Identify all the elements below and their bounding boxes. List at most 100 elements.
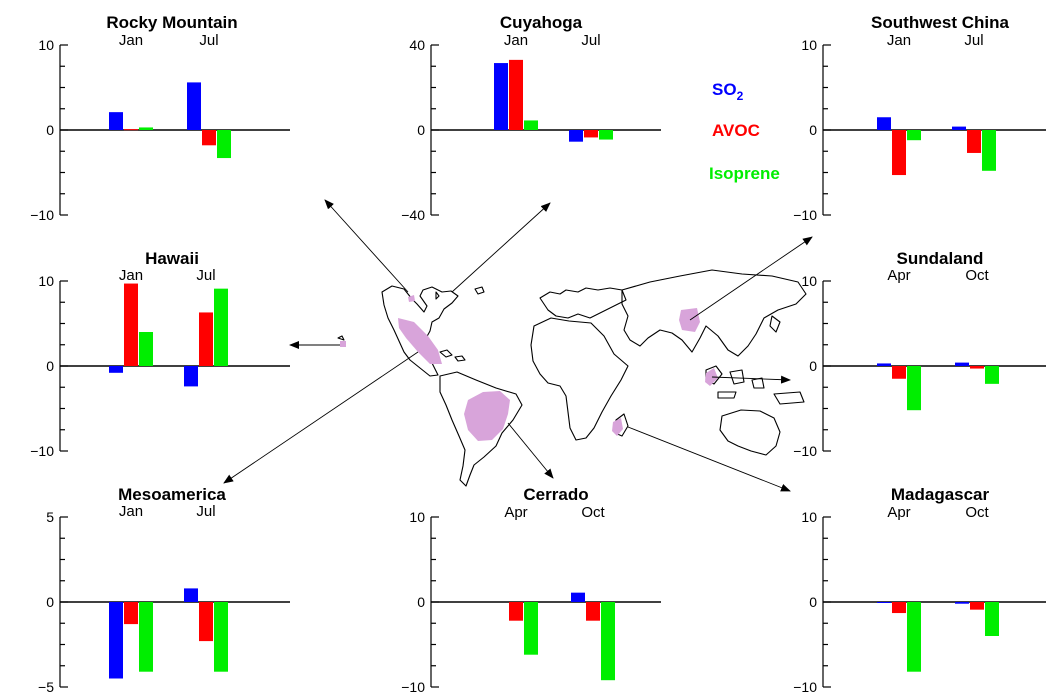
tick-label: 10 [38,273,54,289]
category-label: Apr [504,504,527,521]
bar-avoc-apr [509,602,523,621]
bar-avoc-jan [124,283,138,366]
panel-cuyahoga: Cuyahoga −40 0 40 Jan Jul [401,13,661,223]
hawaii-region [340,341,346,347]
bar-so2-oct [955,602,969,604]
bar-so2-apr [877,602,891,603]
tick-label: 0 [417,122,425,138]
legend-so2-label: SO [712,80,737,99]
category-label: Oct [965,504,989,521]
category-label: Jan [119,267,143,284]
bar-isoprene-jan [139,332,153,366]
panel-title: Madagascar [891,485,990,504]
bar-avoc-jul [202,130,216,146]
category-label: Jan [119,503,143,520]
bar-so2-jan [109,112,123,130]
tick-label: −10 [30,443,54,459]
panel-sundaland: Sundaland −10 0 10 Apr Oct [793,249,1046,459]
category-label: Jan [887,32,911,49]
tick-label: −10 [793,679,817,693]
world-map-icon [337,269,807,487]
tick-label: 10 [801,509,817,525]
bar-isoprene-jul [214,602,228,672]
category-label: Jul [964,32,983,49]
bar-avoc-jul [584,130,598,138]
sundaland-region [705,368,718,386]
panel-southwest-china: Southwest China −10 0 10 Jan Jul [793,13,1046,223]
bar-so2-jul [952,126,966,130]
tick-label: −10 [401,679,425,693]
panel-title: Cerrado [523,485,588,504]
madagascar-region [612,418,623,436]
bar-so2-jul [184,588,198,602]
bar-isoprene-oct [985,366,999,384]
bar-avoc-jul [967,130,981,153]
tick-label: −40 [401,207,425,223]
mesoamerica-region [398,318,442,364]
panel-madagascar: Madagascar −10 0 10 Apr Oct [793,485,1046,693]
category-label: Jan [504,32,528,49]
tick-label: 40 [409,37,425,53]
bar-avoc-oct [970,366,984,369]
category-label: Apr [887,267,910,284]
bar-isoprene-apr [524,602,538,655]
tick-label: −10 [793,443,817,459]
tick-label: 0 [46,594,54,610]
tick-label: 10 [38,37,54,53]
panel-title: Mesoamerica [118,485,226,504]
bar-avoc-apr [892,602,906,614]
bar-avoc-jul [199,602,213,642]
bar-avoc-oct [586,602,600,621]
bar-isoprene-apr [907,602,921,672]
arrow-cerrado [507,422,554,479]
bar-avoc-apr [892,366,906,379]
bar-isoprene-jan [139,127,153,130]
bar-isoprene-jul [982,130,996,171]
category-label: Jul [196,503,215,520]
arrow-madagascar [627,426,791,492]
arrow-sundaland [711,375,791,384]
tick-label: 5 [46,509,54,525]
panel-title: Hawaii [145,249,199,268]
bar-isoprene-oct [985,602,999,636]
category-label: Oct [965,267,989,284]
bar-avoc-jan [124,602,138,625]
tick-label: 10 [801,37,817,53]
cerrado-region [464,391,510,441]
bar-so2-jul [187,82,201,130]
tick-label: 0 [417,594,425,610]
legend-avoc: AVOC [712,121,760,140]
panel-title: Rocky Mountain [106,13,237,32]
bar-isoprene-jan [139,602,153,672]
panel-hawaii: Hawaii −10 0 10 Jan Jul [30,249,290,459]
southwest-china-region [679,308,700,332]
legend-so2: SO2 [712,80,744,103]
panel-title: Sundaland [897,249,984,268]
arrow-mesoamerica [223,351,419,484]
arrow-southwest-china [689,236,813,321]
bar-so2-jan [109,366,123,373]
connector-arrows [223,199,813,492]
tick-label: 10 [409,509,425,525]
tick-label: 10 [801,273,817,289]
panel-title: Southwest China [871,13,1009,32]
tick-label: 0 [809,358,817,374]
bar-so2-jan [877,117,891,130]
category-label: Oct [581,504,605,521]
bar-isoprene-apr [907,366,921,411]
bar-avoc-jan [124,129,138,131]
bar-isoprene-jul [599,130,613,140]
bar-isoprene-jul [214,288,228,366]
bar-so2-oct [571,592,585,602]
bar-so2-jul [569,130,583,142]
tick-label: 0 [809,594,817,610]
rocky-mountain-region [408,295,415,302]
category-label: Jul [581,32,600,49]
panel-rocky-mountain: Rocky Mountain −10 0 10 Jan Jul [30,13,290,223]
category-label: Jul [199,32,218,49]
tick-label: 0 [809,122,817,138]
bar-so2-jan [494,63,508,130]
bar-so2-oct [955,362,969,366]
